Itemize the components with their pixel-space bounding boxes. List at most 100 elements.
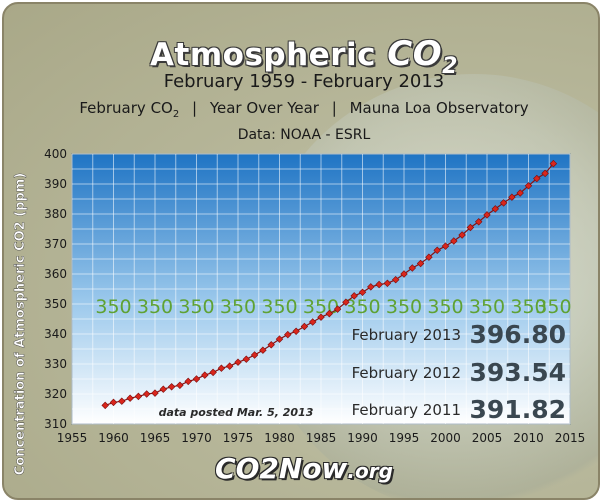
y-tick-label: 320	[44, 387, 67, 401]
subline-location: Mauna Loa Observatory	[349, 99, 529, 117]
co2-data-point	[516, 189, 524, 197]
subline-separator: |	[192, 99, 198, 117]
reference-350-label: 350	[95, 296, 131, 318]
co2-data-point	[441, 242, 450, 250]
co2-data-point	[134, 392, 143, 401]
x-tick-label: 1990	[347, 431, 378, 445]
data-posted-note: data posted Mar. 5, 2013	[159, 406, 314, 419]
x-tick-label: 1970	[181, 431, 212, 445]
co2-data-point	[491, 205, 500, 213]
co2-data-point	[201, 371, 209, 379]
y-tick-label: 380	[44, 207, 67, 221]
x-tick-label: 1960	[98, 431, 129, 445]
co2-data-point	[333, 305, 342, 313]
co2-data-point	[358, 288, 367, 297]
y-tick-label: 310	[44, 417, 67, 431]
co2-data-point	[483, 211, 491, 219]
y-tick-label: 360	[44, 267, 67, 281]
co2-data-point	[549, 159, 558, 168]
co2-data-point	[416, 259, 425, 268]
co2-data-point	[524, 182, 533, 190]
chart-subtitle: February 1959 - February 2013	[163, 71, 445, 92]
reference-350-label: 350	[469, 296, 505, 318]
y-tick-label: 340	[44, 327, 67, 341]
reference-350-label: 350	[535, 296, 571, 318]
co2-data-point	[217, 364, 226, 372]
title-co2: CO2	[387, 34, 458, 79]
annotation-value: 393.54	[470, 358, 566, 387]
co2-data-point	[259, 346, 267, 354]
x-tick-label: 1975	[223, 431, 254, 445]
x-tick-label: 1980	[264, 431, 295, 445]
chart-title: Atmospheric CO2	[4, 34, 598, 79]
co2-data-point	[159, 385, 168, 393]
reference-350-label: 350	[510, 296, 546, 318]
co2-data-point	[367, 283, 375, 291]
co2-data-point	[300, 322, 309, 331]
co2-data-point	[541, 169, 549, 178]
x-tick-label: 1965	[140, 431, 171, 445]
data-source: Data: NOAA - ESRL	[237, 127, 371, 143]
y-tick-label: 400	[44, 147, 67, 161]
x-tick-label: 1955	[57, 431, 88, 445]
co2-data-point	[101, 401, 109, 410]
co2-data-point	[184, 377, 192, 386]
co2-data-point	[508, 193, 516, 201]
co2-data-point	[151, 389, 159, 397]
co2-data-point	[474, 218, 483, 226]
co2-data-point	[109, 398, 118, 407]
x-tick-label: 1985	[306, 431, 337, 445]
reference-350-label: 350	[344, 296, 380, 318]
reference-350-label: 350	[137, 296, 173, 318]
co2-data-point	[242, 355, 251, 363]
annotation-label: February 2012	[352, 364, 461, 382]
reference-350-label: 350	[220, 296, 256, 318]
y-tick-label: 370	[44, 237, 67, 251]
annotation-label: February 2011	[352, 401, 461, 419]
annotation-label: February 2013	[352, 326, 461, 344]
co2-data-point	[466, 223, 475, 232]
x-tick-label: 2000	[430, 431, 461, 445]
x-tick-label: 2005	[472, 431, 503, 445]
co2-data-point	[209, 368, 217, 377]
co2-data-point	[176, 381, 184, 390]
y-axis-title: Concentration of Atmospheric CO2 (ppm)	[13, 173, 28, 476]
co2-data-point	[433, 246, 441, 255]
co2-data-point	[292, 327, 300, 336]
y-tick-label: 330	[44, 357, 67, 371]
co2-data-point	[234, 358, 242, 366]
co2-chart: 310 320 330 340 350 360 370 380 390 400 1955 1960 19…	[13, 147, 586, 476]
co2-data-point	[383, 279, 392, 288]
y-tick-label: 350	[44, 297, 67, 311]
title-prefix: Atmospheric	[150, 37, 376, 73]
co2-data-point	[342, 298, 350, 306]
annotation-value: 396.80	[470, 320, 566, 349]
co2-data-point	[126, 394, 134, 402]
co2-data-point	[408, 264, 417, 272]
reference-350-label: 350	[178, 296, 214, 318]
co2-data-point	[375, 280, 383, 289]
co2-data-point	[400, 270, 408, 278]
co2-data-point	[325, 309, 334, 318]
co2-data-point	[118, 397, 126, 405]
co2-data-point	[284, 330, 292, 339]
co2-data-point	[533, 174, 541, 183]
y-tick-label: 390	[44, 177, 67, 191]
brand-logo: CO2Now.org	[215, 452, 393, 485]
reference-350-label: 350	[261, 296, 297, 318]
reference-350-label: 350	[386, 296, 422, 318]
chart-subline: February CO2 | Year Over Year | Mauna Lo…	[4, 99, 598, 120]
co2-data-point	[275, 335, 284, 343]
x-tick-label: 1995	[389, 431, 420, 445]
co2-data-point	[267, 341, 275, 349]
co2-data-point	[458, 231, 466, 239]
co2-data-point	[391, 275, 400, 284]
co2-data-point	[499, 199, 508, 207]
co2-data-point	[425, 253, 433, 261]
x-tick-label: 2010	[513, 431, 544, 445]
co2-data-point	[350, 292, 358, 300]
reference-350-label: 350	[427, 296, 463, 318]
co2-data-point	[225, 362, 234, 370]
x-tick-label: 2015	[555, 431, 586, 445]
co2-data-point	[450, 237, 458, 245]
